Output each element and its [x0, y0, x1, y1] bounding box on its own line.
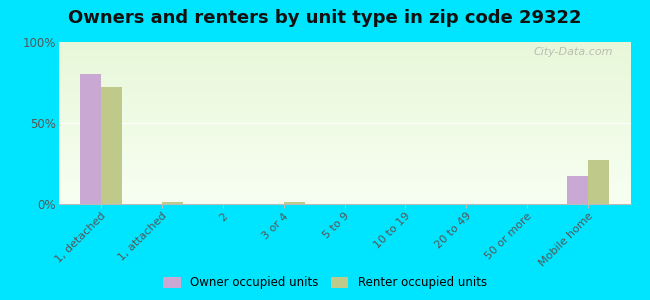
Bar — [567, 176, 588, 204]
Bar — [80, 74, 101, 204]
Legend: Owner occupied units, Renter occupied units: Owner occupied units, Renter occupied un… — [159, 272, 491, 294]
Bar — [283, 202, 305, 204]
Bar — [588, 160, 609, 204]
Text: City-Data.com: City-Data.com — [534, 47, 614, 57]
Bar — [101, 87, 122, 204]
Bar — [162, 202, 183, 204]
Text: Owners and renters by unit type in zip code 29322: Owners and renters by unit type in zip c… — [68, 9, 582, 27]
